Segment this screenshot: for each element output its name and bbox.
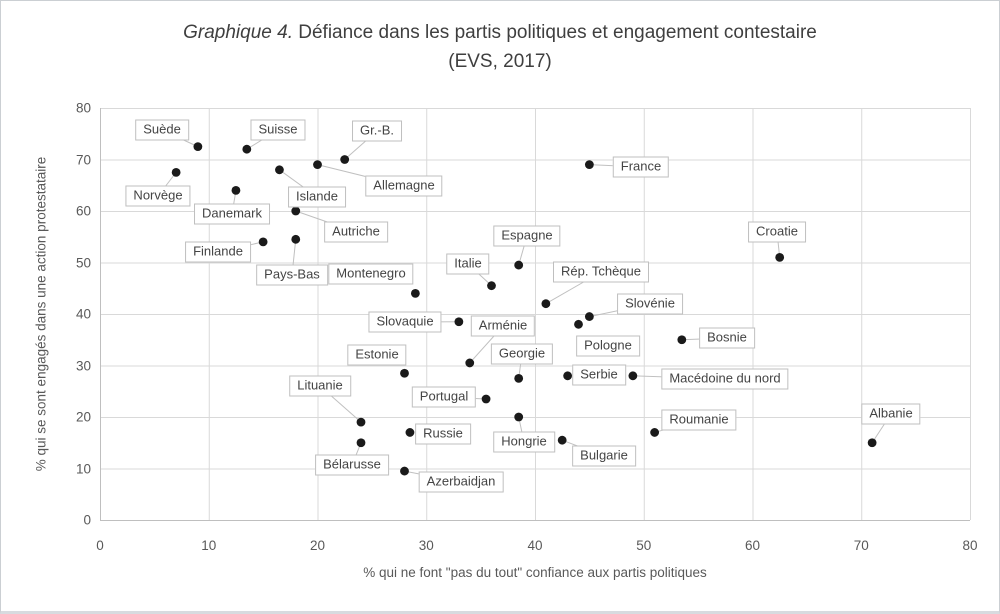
- country-label: Russie: [415, 423, 471, 445]
- data-point: [867, 438, 877, 448]
- x-tick-label: 10: [201, 538, 217, 553]
- data-point: [231, 186, 241, 195]
- data-point: [454, 317, 464, 327]
- country-label: Suisse: [250, 119, 306, 141]
- country-label: Bélarusse: [315, 454, 389, 476]
- data-point: [410, 289, 420, 298]
- data-point: [356, 417, 366, 427]
- country-label: Danemark: [194, 203, 270, 225]
- country-label: Slovénie: [617, 293, 683, 315]
- data-point: [356, 438, 366, 448]
- data-point: [514, 373, 524, 383]
- country-label: Autriche: [324, 221, 388, 243]
- data-point: [584, 312, 594, 321]
- y-tick-label: 80: [75, 100, 91, 116]
- chart-title-line1: Graphique 4. Défiance dans les partis po…: [1, 18, 999, 47]
- country-label: Espagne: [493, 225, 561, 247]
- data-point: [275, 165, 284, 175]
- y-tick-label: 40: [75, 306, 91, 322]
- data-point: [487, 281, 496, 291]
- country-label: Pays-Bas: [256, 264, 328, 286]
- data-point: [514, 412, 524, 422]
- x-tick-label: 30: [418, 538, 434, 553]
- data-point: [557, 435, 567, 445]
- country-label: Portugal: [411, 386, 477, 408]
- data-point: [193, 142, 203, 152]
- x-tick-label: 50: [636, 538, 652, 553]
- country-label: Macédoine du nord: [661, 368, 789, 390]
- x-axis-title: % qui ne font "pas du tout" confiance au…: [363, 565, 707, 580]
- data-point: [481, 394, 491, 404]
- country-label: Croatie: [748, 221, 806, 243]
- country-label: Allemagne: [365, 175, 443, 197]
- country-label: Roumanie: [661, 409, 737, 431]
- data-point: [400, 466, 409, 476]
- y-tick-label: 50: [75, 255, 91, 270]
- country-label: Norvège: [125, 185, 191, 207]
- data-point: [242, 144, 252, 154]
- country-label: Bosnie: [699, 327, 755, 349]
- data-point: [171, 167, 181, 177]
- x-tick-label: 70: [853, 538, 869, 553]
- data-point: [563, 371, 573, 381]
- data-point: [584, 160, 594, 170]
- data-point: [258, 237, 268, 247]
- y-tick-label: 10: [75, 461, 91, 476]
- country-label: Azerbaidjan: [418, 471, 504, 493]
- chart-title-italic-part: Graphique 4.: [183, 22, 293, 43]
- x-tick-label: 0: [96, 538, 104, 553]
- country-label: Serbie: [572, 364, 626, 386]
- country-label: Rép. Tchèque: [553, 261, 649, 283]
- data-point: [465, 358, 475, 368]
- data-point: [291, 206, 301, 216]
- y-tick-label: 60: [75, 203, 91, 219]
- data-point: [650, 428, 660, 437]
- country-label: Estonie: [347, 344, 407, 366]
- x-tick-label: 20: [309, 538, 326, 553]
- country-label: Hongrie: [493, 431, 555, 453]
- chart-title-line2: (EVS, 2017): [448, 51, 552, 72]
- country-label: Arménie: [470, 315, 536, 337]
- country-label: Montenegro: [328, 263, 414, 285]
- data-point: [514, 260, 524, 270]
- country-label: Slovaquie: [368, 311, 442, 333]
- y-tick-label: 70: [75, 152, 91, 167]
- x-tick-label: 60: [744, 538, 761, 553]
- y-tick-label: 20: [75, 409, 91, 425]
- country-label: Italie: [446, 253, 490, 275]
- y-tick-label: 30: [75, 358, 91, 373]
- country-label: France: [612, 156, 670, 178]
- data-point: [574, 319, 583, 329]
- chart-title: Graphique 4. Défiance dans les partis po…: [1, 18, 999, 76]
- data-point: [541, 299, 551, 309]
- data-point: [405, 428, 415, 437]
- data-point: [400, 368, 409, 378]
- data-point: [340, 155, 350, 164]
- country-label: Lituanie: [289, 375, 351, 397]
- country-label: Pologne: [576, 335, 640, 357]
- country-label: Bulgarie: [572, 445, 636, 467]
- country-label: Georgie: [490, 343, 554, 365]
- country-label: Finlande: [185, 241, 251, 263]
- data-point: [291, 234, 301, 244]
- data-point: [313, 160, 322, 170]
- x-tick-label: 80: [962, 538, 978, 553]
- y-axis-title: % qui se sont engagés dans une action pr…: [33, 156, 49, 472]
- data-point: [677, 335, 687, 345]
- x-tick-label: 40: [527, 538, 543, 553]
- country-label: Suède: [135, 119, 189, 141]
- data-point: [628, 371, 638, 381]
- y-tick-label: 0: [83, 512, 91, 528]
- chart-title-main-part: Défiance dans les partis politiques et e…: [292, 22, 817, 43]
- country-label: Islande: [288, 186, 346, 208]
- country-label: Albanie: [861, 403, 921, 425]
- country-label: Gr.-B.: [352, 120, 402, 142]
- data-point: [775, 252, 785, 262]
